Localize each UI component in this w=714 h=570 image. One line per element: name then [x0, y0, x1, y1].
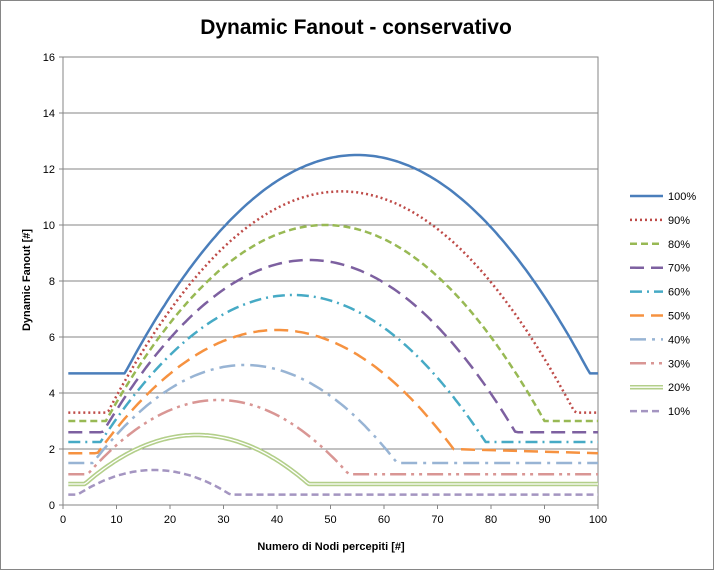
x-tick-label: 80	[485, 514, 497, 526]
series-80-pct-legend-label: 80%	[668, 239, 690, 251]
series-60-pct-legend-label: 60%	[668, 287, 690, 299]
series-30-pct-legend-label: 30%	[668, 358, 690, 370]
chart-title: Dynamic Fanout - conservativo	[200, 16, 512, 39]
legend: 100% 90% 80% 70% 60% 50% 40% 30% 20% 10%	[630, 191, 696, 418]
x-axis-title: Numero di Nodi percepiti [#]	[257, 541, 405, 553]
series-20-pct-legend-label: 20%	[668, 382, 690, 394]
series-30-pct-line	[68, 398, 598, 476]
x-tick-label: 50	[324, 514, 336, 526]
x-tick-label: 60	[378, 514, 390, 526]
y-tick-label: 12	[43, 164, 55, 176]
series-100-pct-legend-label: 100%	[668, 191, 696, 203]
x-tick-label: 0	[60, 514, 66, 526]
series-10-pct-legend-label: 10%	[668, 406, 690, 418]
series-70-pct-line	[68, 258, 598, 434]
x-axis-ticks: 0 10 20 30 40 50 60 70 80 90 100	[60, 505, 607, 526]
series-40-pct-line	[68, 363, 598, 465]
y-tick-label: 6	[49, 332, 55, 344]
x-tick-label: 10	[110, 514, 122, 526]
x-tick-label: 70	[431, 514, 443, 526]
series-80-pct-line	[68, 223, 598, 423]
y-tick-label: 0	[49, 500, 55, 512]
series-lines	[68, 153, 599, 496]
series-40-pct-legend-label: 40%	[668, 334, 690, 346]
series-20-pct-line-inner	[68, 434, 598, 485]
y-tick-label: 4	[49, 388, 55, 400]
y-tick-label: 10	[43, 220, 55, 232]
series-50-pct-legend-label: 50%	[668, 311, 690, 323]
series-90-pct-legend-label: 90%	[668, 215, 690, 227]
y-axis-ticks: 0 2 4 6 8 10 12 14 16	[43, 52, 63, 512]
series-10-pct-line	[68, 468, 598, 496]
y-axis-title: Dynamic Fanout [#]	[21, 229, 33, 331]
x-tick-label: 40	[271, 514, 283, 526]
x-tick-label: 20	[164, 514, 176, 526]
series-90-pct-line	[68, 190, 598, 414]
x-tick-label: 100	[589, 514, 607, 526]
series-100-pct-line	[68, 153, 598, 375]
y-tick-label: 8	[49, 276, 55, 288]
x-tick-label: 90	[538, 514, 550, 526]
series-70-pct-legend-label: 70%	[668, 263, 690, 275]
series-60-pct-line	[68, 293, 598, 444]
x-tick-label: 30	[217, 514, 229, 526]
gridlines	[63, 56, 598, 450]
y-tick-label: 2	[49, 444, 55, 456]
y-tick-label: 16	[43, 52, 55, 64]
series-50-pct-line	[68, 328, 599, 455]
y-tick-label: 14	[43, 108, 55, 120]
